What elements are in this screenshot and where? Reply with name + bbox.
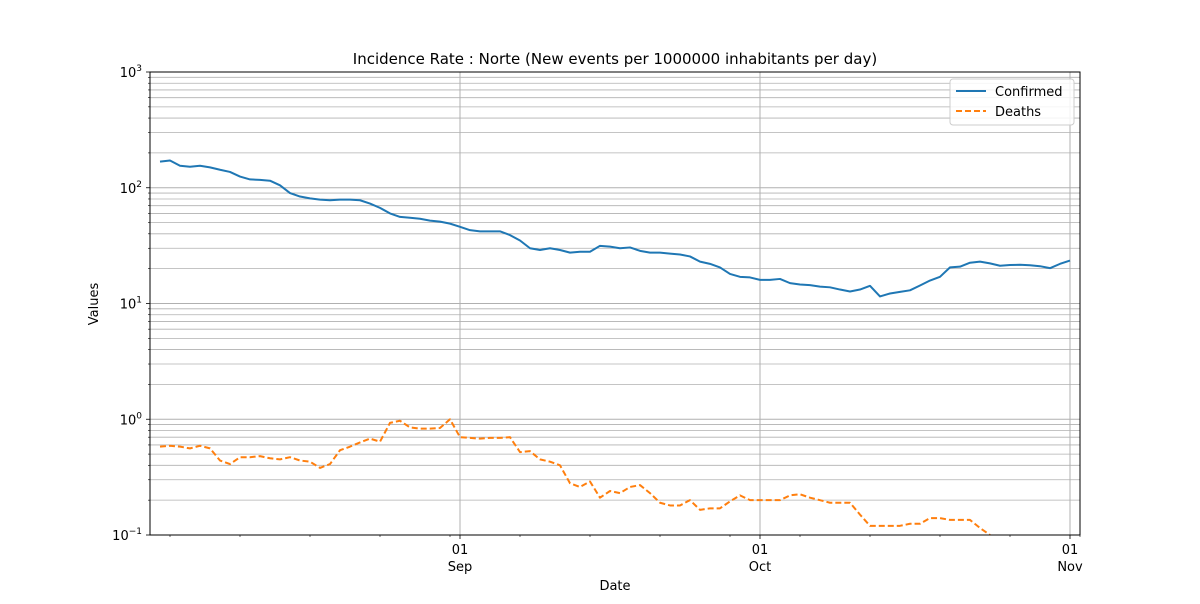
x-tick-label-day: 01 xyxy=(752,543,769,558)
y-tick-label: 103 xyxy=(120,64,142,81)
y-tick-label: 100 xyxy=(120,411,143,428)
x-tick-label-day: 01 xyxy=(452,543,469,558)
y-tick-label: 10−1 xyxy=(112,527,142,544)
x-tick-label-month: Sep xyxy=(448,560,473,575)
x-tick-label-month: Nov xyxy=(1057,560,1083,575)
series-layer xyxy=(159,159,1071,535)
y-axis-label: Values xyxy=(87,283,102,326)
legend-deaths-label: Deaths xyxy=(995,105,1041,120)
legend: Confirmed Deaths xyxy=(949,78,1075,126)
grid-layer xyxy=(150,72,1080,536)
legend-confirmed-label: Confirmed xyxy=(995,85,1063,100)
y-tick-label: 102 xyxy=(120,180,142,197)
axis-layer: 01 Sep 01 Oct 01 Nov 10−1 100 101 102 103 xyxy=(112,64,1083,575)
chart-title: Incidence Rate : Norte (New events per 1… xyxy=(353,50,877,68)
x-axis-label: Date xyxy=(599,579,630,594)
x-tick-label-month: Oct xyxy=(749,560,771,575)
x-tick-label-day: 01 xyxy=(1062,543,1079,558)
series-line-confirmed xyxy=(159,159,1071,298)
y-tick-label: 101 xyxy=(120,296,142,313)
series-line-deaths xyxy=(159,418,991,535)
